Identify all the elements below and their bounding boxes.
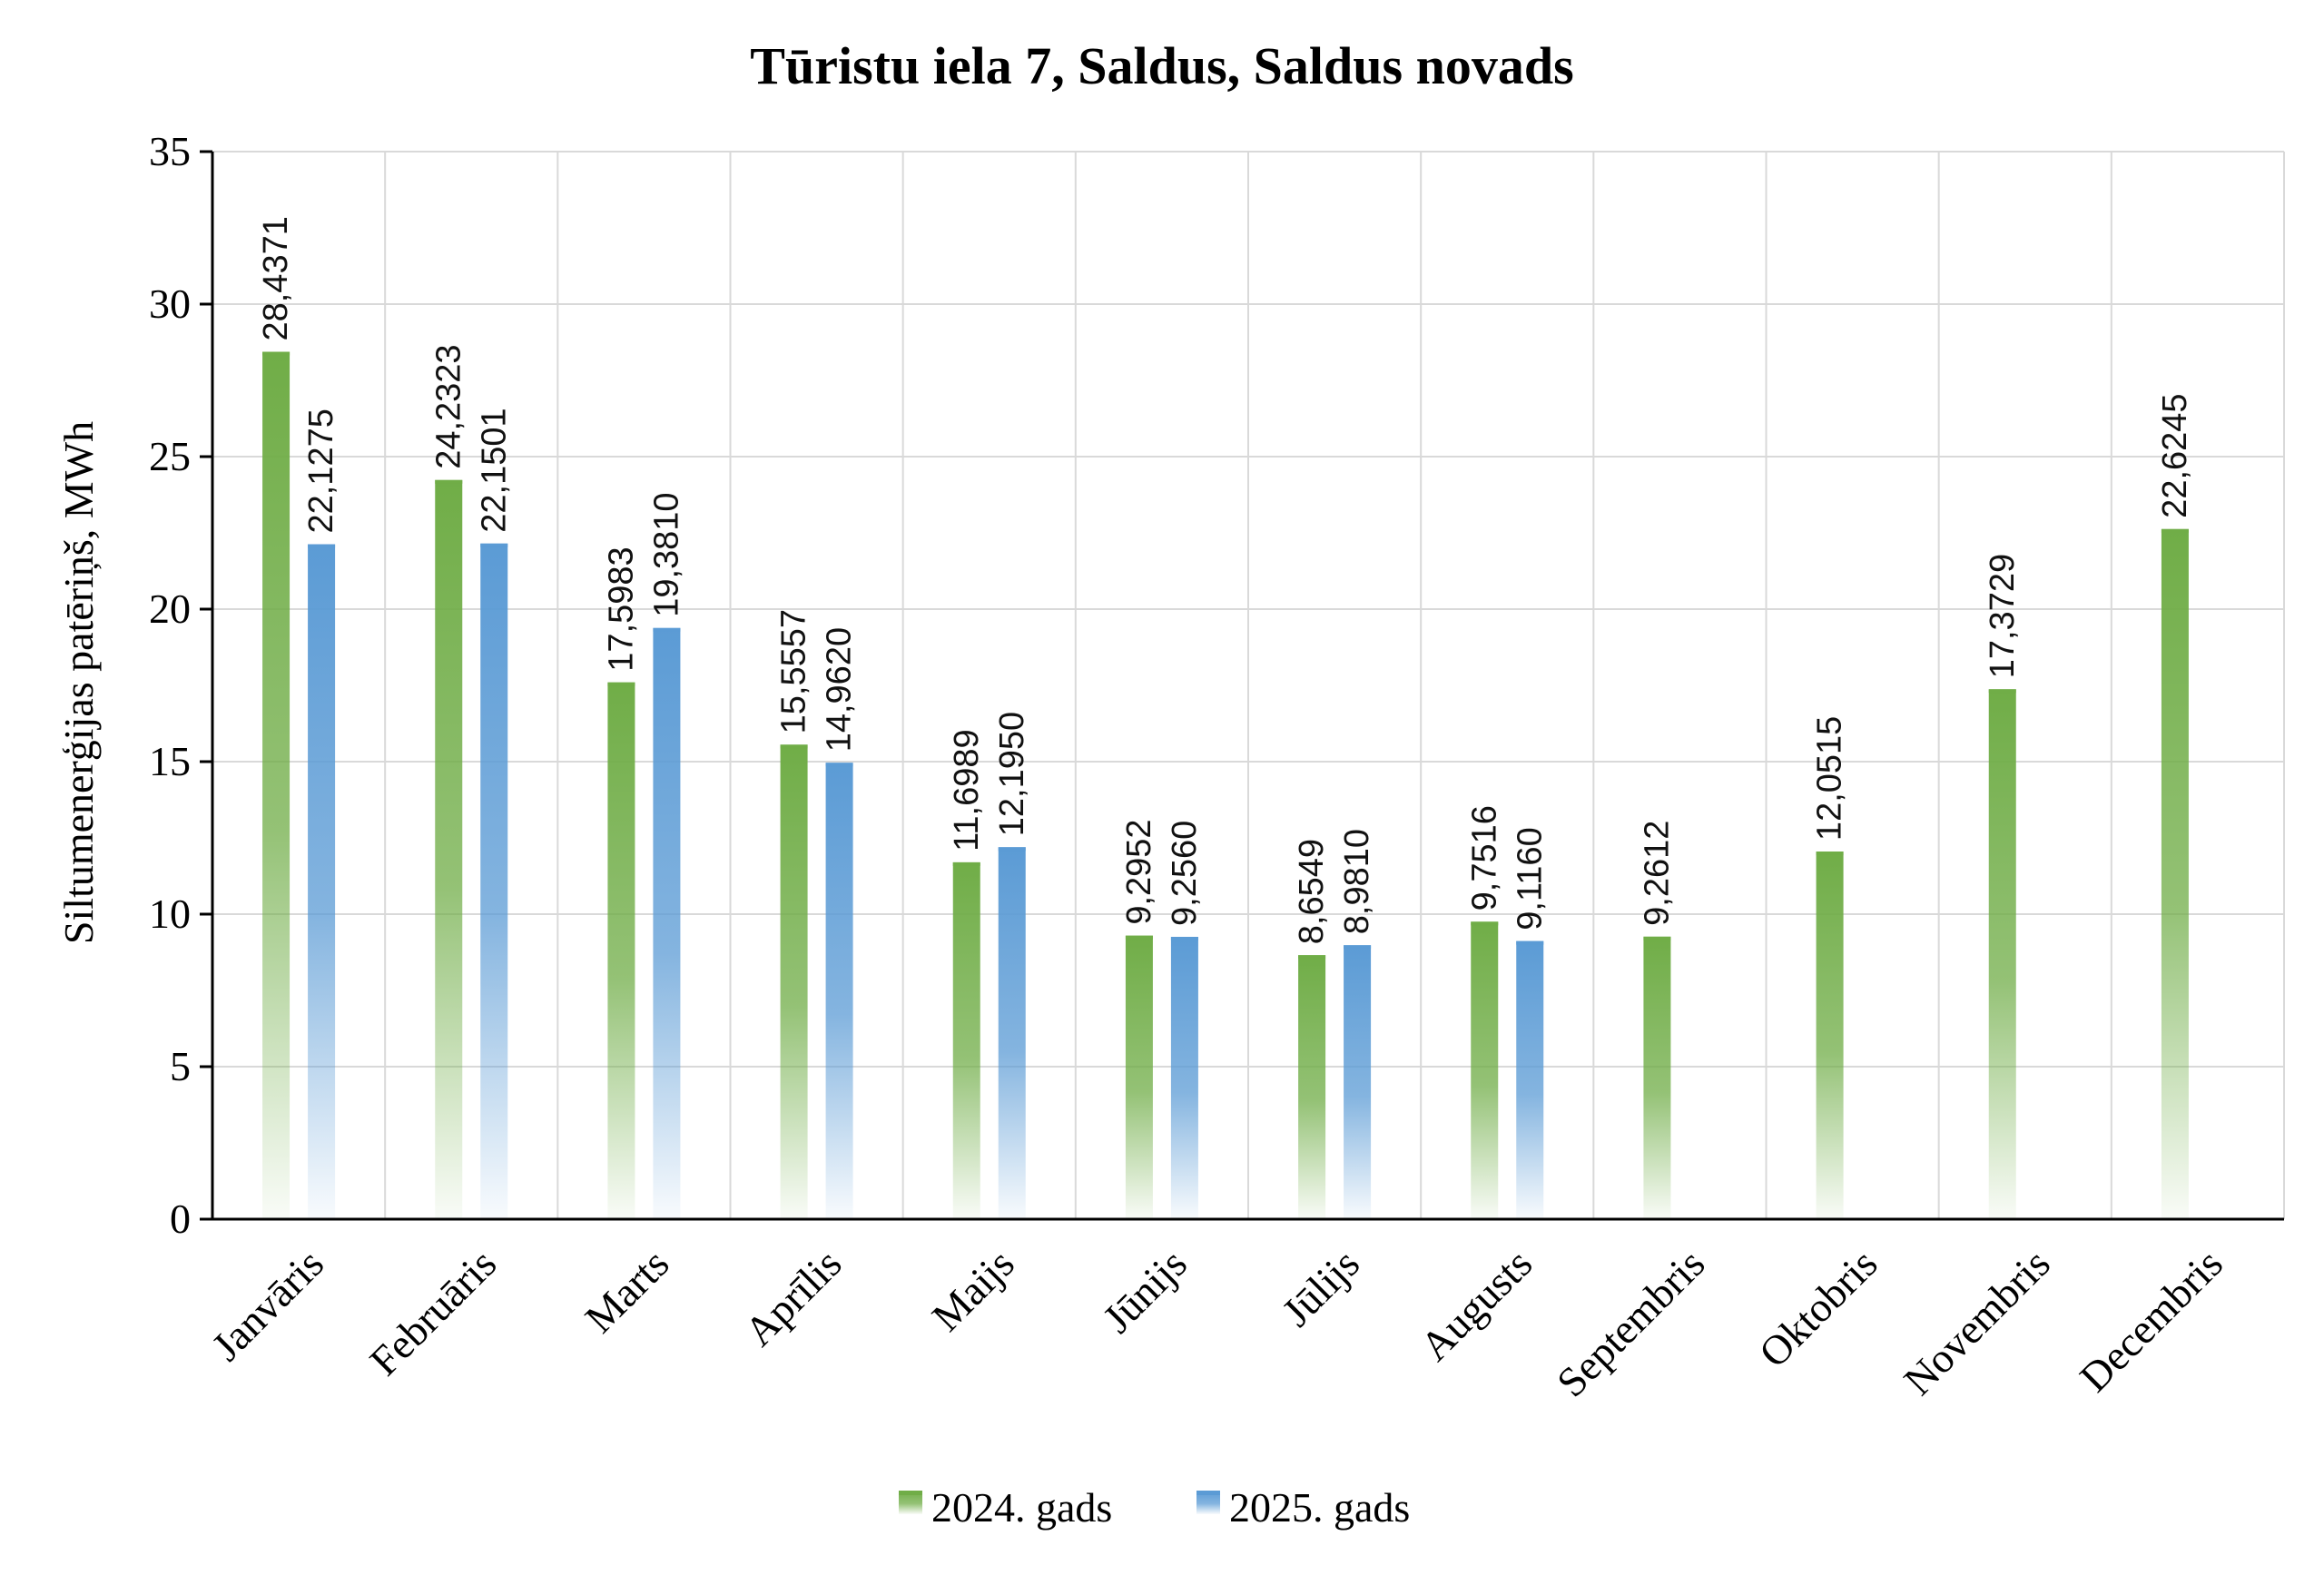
x-tick-label: Novembris (1895, 1240, 2059, 1404)
bar-2025 (653, 627, 681, 1219)
bar-2025 (1516, 940, 1544, 1219)
data-label: 9,2952 (1120, 819, 1158, 924)
bar-top-edge (780, 744, 808, 749)
y-tick-label: 15 (149, 738, 191, 784)
grid (212, 151, 2285, 1219)
chart-title: Tūristu iela 7, Saldus, Saldus novads (750, 36, 1573, 95)
x-tick-label: Augusts (1412, 1240, 1541, 1370)
y-tick-label: 30 (149, 281, 191, 327)
bar-2024 (262, 351, 290, 1219)
data-label: 22,1275 (302, 409, 340, 533)
data-label: 14,9620 (821, 627, 859, 752)
bar-top-edge (653, 627, 681, 632)
y-tick-label: 20 (149, 586, 191, 632)
y-tick-label: 0 (170, 1196, 191, 1242)
axes (200, 150, 2284, 1221)
y-tick-label: 25 (149, 433, 191, 479)
bar-2025 (1170, 936, 1198, 1219)
bar-2024 (1471, 921, 1499, 1219)
bar-top-edge (308, 544, 336, 548)
bar-2024 (1988, 689, 2016, 1219)
y-tick-label: 5 (170, 1043, 191, 1089)
bar-top-edge (435, 479, 463, 484)
data-label: 19,3810 (647, 492, 685, 616)
bar-top-edge (1471, 921, 1499, 926)
data-label: 9,2560 (1166, 821, 1204, 926)
x-tick-label: Aprīlis (735, 1240, 850, 1354)
data-label: 12,1950 (993, 712, 1031, 836)
data-label: 12,0515 (1811, 716, 1849, 841)
bar-2024 (1298, 955, 1326, 1219)
data-label: 8,6549 (1293, 839, 1331, 944)
legend-swatch-edge (1196, 1491, 1220, 1495)
data-label: 8,9810 (1338, 829, 1376, 934)
bar-top-edge (262, 351, 290, 356)
bar-2024 (1643, 936, 1671, 1219)
x-tick-label: Septembris (1548, 1240, 1713, 1405)
bar-2024 (780, 744, 808, 1219)
bar-top-edge (1298, 955, 1326, 960)
data-label: 15,5557 (775, 609, 813, 733)
bar-2025 (1344, 945, 1372, 1219)
y-tick-labels: 0 5 10 15 20 25 30 35 (149, 128, 191, 1242)
data-label: 28,4371 (257, 216, 295, 340)
bar-top-edge (952, 861, 980, 866)
legend-label: 2024. gads (931, 1484, 1112, 1531)
bar-2024 (952, 861, 980, 1219)
x-tick-label: Oktobris (1750, 1240, 1886, 1376)
bar-top-edge (825, 763, 853, 767)
data-label: 9,2612 (1638, 821, 1676, 926)
bar-top-edge (1516, 940, 1544, 945)
bar-2025 (480, 543, 508, 1219)
legend: 2024. gads 2025. gads (899, 1484, 1410, 1531)
bar-top-edge (998, 847, 1026, 852)
x-tick-label: Janvāris (202, 1240, 332, 1370)
x-tick-label: Jūlijs (1273, 1240, 1368, 1335)
bar-top-edge (1988, 689, 2016, 694)
y-tick-label: 10 (149, 891, 191, 937)
legend-label: 2025. gads (1229, 1484, 1410, 1531)
bar-2025 (308, 544, 336, 1219)
x-tick-label: Maijs (923, 1240, 1023, 1340)
bar-top-edge (1816, 852, 1844, 856)
data-label: 17,5983 (602, 546, 640, 671)
bar-2025 (825, 763, 853, 1219)
bar-top-edge (1643, 936, 1671, 940)
bar-2024 (1125, 935, 1153, 1219)
x-tick-label: Marts (576, 1240, 678, 1342)
bar-top-edge (1125, 935, 1153, 940)
bar-2025 (998, 847, 1026, 1219)
bar-top-edge (1170, 936, 1198, 940)
data-label: 17,3729 (1984, 554, 2022, 678)
bar-top-edge (2161, 528, 2189, 533)
y-axis-label: Siltumenerģijas patēriņš, MWh (55, 421, 102, 944)
bar-2024 (435, 479, 463, 1219)
data-label: 11,6989 (948, 729, 986, 852)
legend-swatch-edge (899, 1491, 922, 1495)
x-tick-label: Jūnijs (1094, 1240, 1196, 1342)
data-label: 22,6245 (2156, 393, 2194, 517)
data-label: 24,2323 (429, 344, 468, 468)
bar-top-edge (1344, 945, 1372, 950)
x-tick-label: Decembris (2071, 1240, 2231, 1401)
bars (262, 351, 2189, 1219)
x-tick-label: Februāris (360, 1240, 505, 1384)
data-label: 9,1160 (1511, 827, 1549, 930)
data-label: 9,7516 (1465, 805, 1503, 911)
bar-2024 (607, 682, 635, 1219)
bar-top-edge (607, 682, 635, 686)
bar-top-edge (480, 543, 508, 547)
x-tick-labels: Janvāris Februāris Marts Aprīlis Maijs Jūnijs… (202, 1240, 2230, 1405)
data-label: 22,1501 (475, 408, 513, 532)
y-tick-label: 35 (149, 128, 191, 174)
bar-2024 (2161, 528, 2189, 1219)
bar-2024 (1816, 852, 1844, 1219)
